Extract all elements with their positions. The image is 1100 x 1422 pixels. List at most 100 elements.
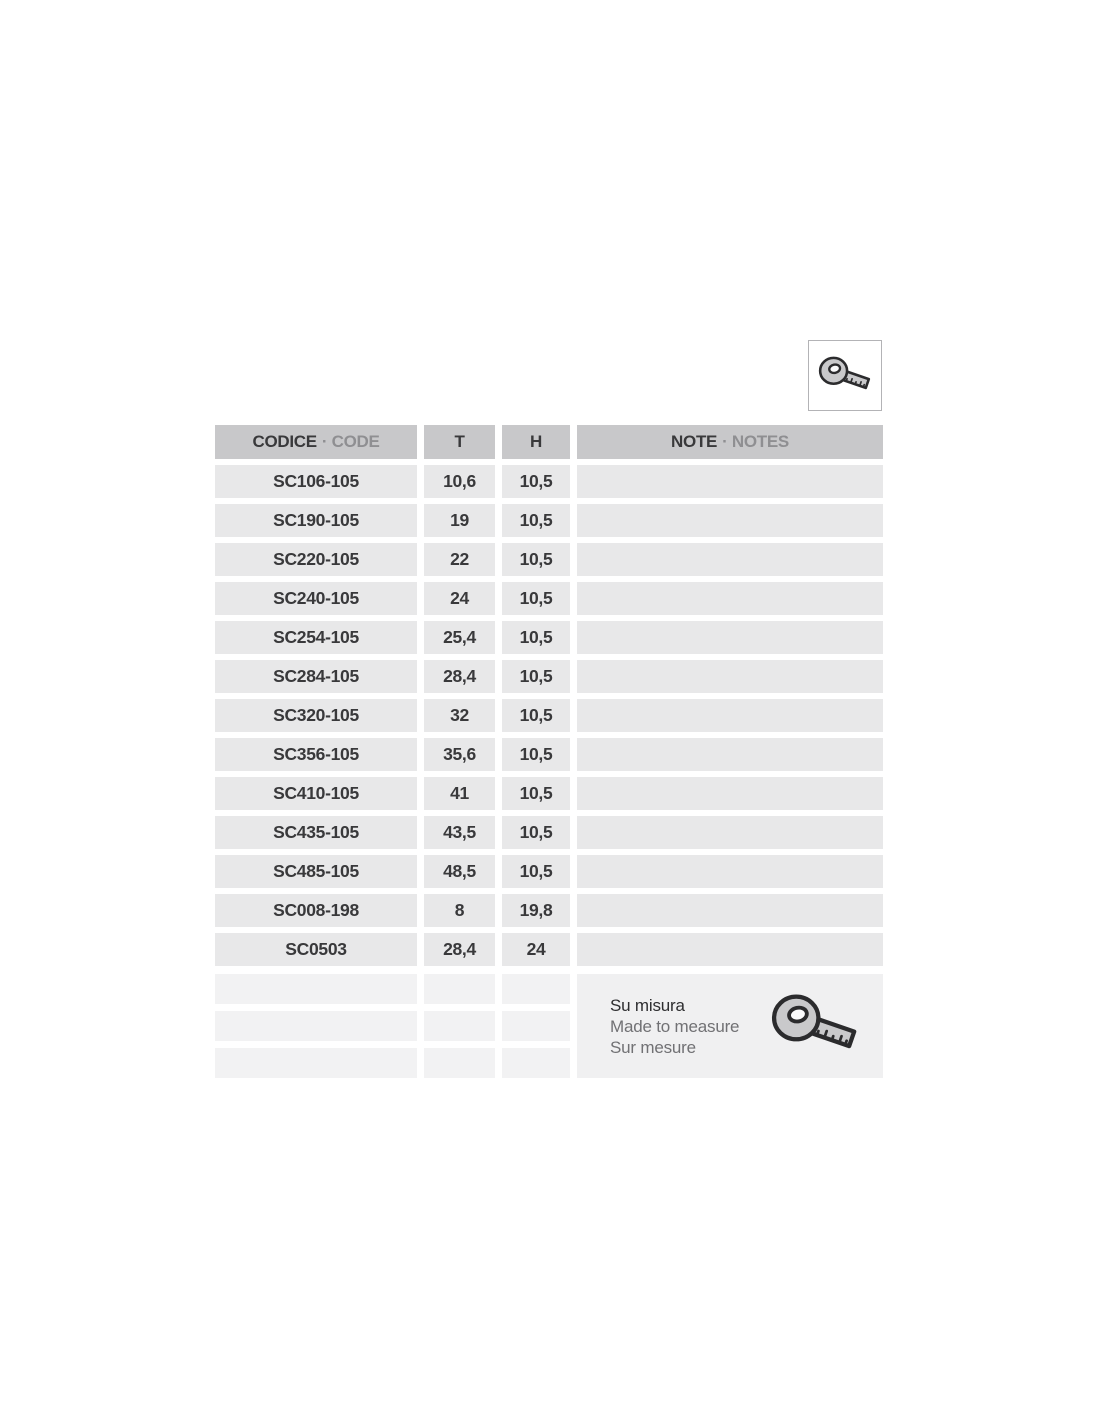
t-cell: 43,5	[424, 816, 495, 849]
note-cell	[577, 777, 883, 810]
t-cell: 25,4	[424, 621, 495, 654]
h-cell-empty	[502, 974, 570, 1004]
code-cell: SC106-105	[215, 465, 417, 498]
table-row: SC435-105 43,5 10,5	[215, 816, 883, 849]
note-cell	[577, 582, 883, 615]
product-table: CODICE · CODE T H NOTE · NOTES SC106-105…	[215, 425, 883, 1078]
t-cell: 32	[424, 699, 495, 732]
table-row: SC320-105 32 10,5	[215, 699, 883, 732]
made-to-measure-fr: Sur mesure	[610, 1037, 696, 1057]
code-cell: SC435-105	[215, 816, 417, 849]
header-cell-code: CODICE · CODE	[215, 425, 417, 459]
header-note-primary: NOTE	[671, 432, 718, 451]
t-cell-empty	[424, 1011, 495, 1041]
h-cell: 10,5	[502, 855, 570, 888]
t-cell: 22	[424, 543, 495, 576]
header-cell-h: H	[502, 425, 570, 459]
header-h-label: H	[530, 432, 542, 451]
code-cell: SC284-105	[215, 660, 417, 693]
t-cell: 28,4	[424, 660, 495, 693]
note-cell	[577, 504, 883, 537]
h-cell: 10,5	[502, 660, 570, 693]
tape-measure-icon	[767, 989, 863, 1064]
table-row-empty	[215, 1048, 570, 1078]
h-cell: 10,5	[502, 465, 570, 498]
t-cell: 24	[424, 582, 495, 615]
h-cell: 19,8	[502, 894, 570, 927]
code-cell: SC410-105	[215, 777, 417, 810]
note-cell	[577, 543, 883, 576]
code-cell-empty	[215, 974, 417, 1004]
table-header-row: CODICE · CODE T H NOTE · NOTES	[215, 425, 883, 459]
made-to-measure-section: Su misura Made to measure Sur mesure	[215, 974, 883, 1078]
table-row: SC254-105 25,4 10,5	[215, 621, 883, 654]
made-to-measure-en: Made to measure	[610, 1016, 740, 1036]
code-cell: SC190-105	[215, 504, 417, 537]
code-cell: SC220-105	[215, 543, 417, 576]
note-cell	[577, 465, 883, 498]
header-cell-t: T	[424, 425, 495, 459]
t-cell: 41	[424, 777, 495, 810]
h-cell: 10,5	[502, 777, 570, 810]
header-t-label: T	[454, 432, 465, 451]
header-code-secondary: · CODE	[321, 432, 380, 451]
h-cell: 10,5	[502, 504, 570, 537]
table-row: SC410-105 41 10,5	[215, 777, 883, 810]
note-cell	[577, 660, 883, 693]
t-cell: 10,6	[424, 465, 495, 498]
table-row-empty	[215, 974, 570, 1004]
t-cell: 19	[424, 504, 495, 537]
code-cell: SC356-105	[215, 738, 417, 771]
h-cell: 10,5	[502, 621, 570, 654]
note-cell	[577, 894, 883, 927]
code-cell-empty	[215, 1011, 417, 1041]
note-cell	[577, 621, 883, 654]
t-cell: 8	[424, 894, 495, 927]
made-to-measure-it: Su misura	[610, 995, 685, 1015]
header-code-primary: CODICE	[252, 432, 317, 451]
code-cell: SC240-105	[215, 582, 417, 615]
table-row: SC485-105 48,5 10,5	[215, 855, 883, 888]
table-row: SC106-105 10,6 10,5	[215, 465, 883, 498]
code-cell: SC0503	[215, 933, 417, 966]
made-to-measure-text: Su misura Made to measure Sur mesure	[577, 995, 739, 1058]
h-cell: 10,5	[502, 738, 570, 771]
h-cell: 10,5	[502, 543, 570, 576]
table-row: SC240-105 24 10,5	[215, 582, 883, 615]
header-cell-note: NOTE · NOTES	[577, 425, 883, 459]
note-cell	[577, 816, 883, 849]
tape-measure-icon	[816, 353, 874, 399]
h-cell: 10,5	[502, 816, 570, 849]
table-row: SC0503 28,4 24	[215, 933, 883, 966]
note-cell	[577, 855, 883, 888]
header-note-secondary: · NOTES	[722, 432, 789, 451]
t-cell: 48,5	[424, 855, 495, 888]
code-cell: SC254-105	[215, 621, 417, 654]
t-cell: 35,6	[424, 738, 495, 771]
h-cell: 10,5	[502, 699, 570, 732]
tape-measure-icon-box	[808, 340, 882, 411]
table-row: SC008-198 8 19,8	[215, 894, 883, 927]
note-cell	[577, 699, 883, 732]
t-cell-empty	[424, 1048, 495, 1078]
table-row: SC356-105 35,6 10,5	[215, 738, 883, 771]
table-row: SC284-105 28,4 10,5	[215, 660, 883, 693]
note-cell	[577, 933, 883, 966]
code-cell: SC320-105	[215, 699, 417, 732]
h-cell: 24	[502, 933, 570, 966]
h-cell: 10,5	[502, 582, 570, 615]
h-cell-empty	[502, 1011, 570, 1041]
code-cell: SC485-105	[215, 855, 417, 888]
note-cell	[577, 738, 883, 771]
code-cell: SC008-198	[215, 894, 417, 927]
tape-measure-icon-wrap	[767, 989, 863, 1064]
h-cell-empty	[502, 1048, 570, 1078]
made-to-measure-note-cell: Su misura Made to measure Sur mesure	[577, 974, 883, 1078]
empty-rows	[215, 974, 570, 1078]
table-row: SC220-105 22 10,5	[215, 543, 883, 576]
code-cell-empty	[215, 1048, 417, 1078]
t-cell-empty	[424, 974, 495, 1004]
t-cell: 28,4	[424, 933, 495, 966]
table-row: SC190-105 19 10,5	[215, 504, 883, 537]
table-row-empty	[215, 1011, 570, 1041]
